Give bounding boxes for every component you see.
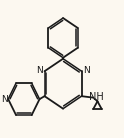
Text: N: N xyxy=(1,95,8,104)
Text: NH: NH xyxy=(89,92,104,102)
Text: N: N xyxy=(36,66,43,75)
Text: N: N xyxy=(83,66,90,75)
